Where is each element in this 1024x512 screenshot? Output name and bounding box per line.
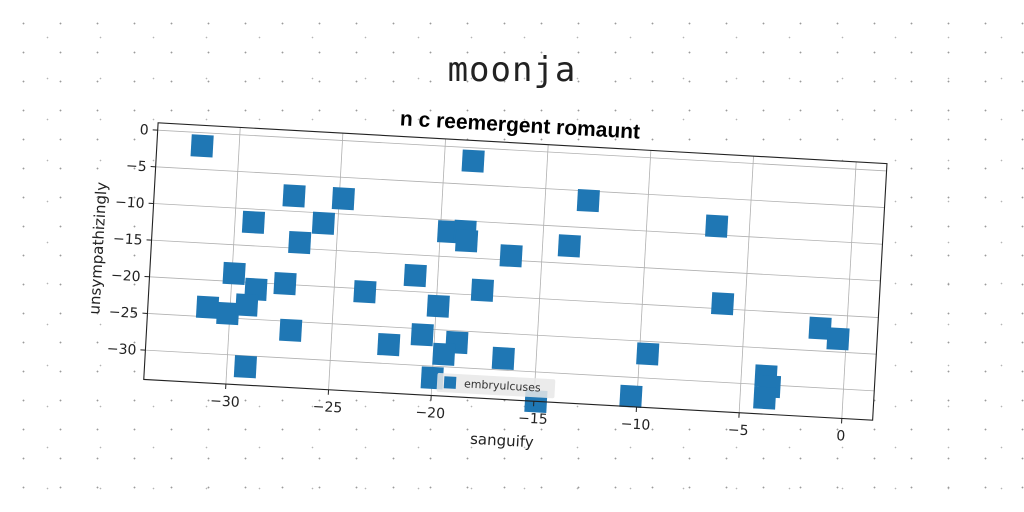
data-point — [461, 149, 485, 173]
y-tick-label: −15 — [113, 231, 143, 249]
data-point — [826, 327, 850, 351]
data-point — [576, 188, 600, 213]
data-point — [808, 316, 832, 340]
data-point — [377, 332, 401, 357]
data-point — [241, 210, 266, 234]
x-axis-label: sanguify — [470, 430, 535, 452]
x-grid-line — [533, 144, 549, 402]
data-point — [216, 301, 240, 326]
y-tick-label: −20 — [111, 268, 141, 286]
data-point — [557, 234, 581, 258]
data-point — [711, 292, 735, 316]
y-grid-line — [145, 349, 875, 392]
data-point — [499, 244, 523, 268]
data-point — [222, 261, 246, 286]
x-tick-label: 0 — [836, 428, 846, 444]
plot-frame — [143, 122, 888, 421]
data-point — [235, 293, 259, 317]
x-tick-label: −10 — [620, 416, 650, 434]
x-tick-label: −25 — [312, 399, 342, 417]
y-grid-line — [155, 166, 885, 208]
data-point — [353, 280, 377, 304]
y-tick-label: −5 — [126, 158, 148, 175]
x-tick-label: −5 — [727, 422, 749, 439]
y-grid-line — [157, 129, 887, 172]
legend-swatch — [443, 376, 457, 389]
data-point — [470, 278, 494, 302]
y-grid-line — [149, 276, 879, 318]
data-point — [282, 184, 306, 208]
y-grid-line — [147, 313, 877, 355]
data-point — [311, 211, 336, 235]
x-grid-line — [225, 127, 241, 385]
data-point — [410, 323, 434, 347]
x-tick-label: −15 — [518, 410, 548, 428]
data-point — [705, 214, 729, 238]
y-tick-label: −25 — [108, 304, 138, 322]
data-point — [279, 318, 303, 342]
data-point — [636, 342, 660, 366]
legend-box — [436, 372, 556, 399]
x-grid-line — [841, 161, 857, 419]
data-point — [233, 355, 257, 379]
data-point — [195, 295, 220, 319]
data-point — [190, 134, 214, 158]
x-tick-label: −30 — [210, 393, 240, 411]
data-point — [491, 346, 515, 370]
y-axis-label: unsympathizingly — [85, 181, 110, 315]
data-point — [753, 386, 777, 410]
data-point — [403, 263, 427, 288]
data-point — [455, 229, 479, 253]
y-tick-label: 0 — [139, 122, 149, 138]
legend: embryulcuses — [436, 372, 556, 399]
y-grid-line — [153, 203, 883, 245]
y-tick-label: −10 — [115, 194, 145, 212]
data-point — [619, 384, 643, 408]
y-ticks: 0 −5 −10 −15 −20 −25 −30 — [106, 122, 158, 359]
data-point — [273, 272, 297, 296]
x-tick-label: −20 — [415, 405, 445, 423]
data-point — [331, 187, 355, 211]
data-point — [426, 294, 450, 318]
figure-suptitle: moonja — [447, 50, 577, 90]
x-grid-line — [328, 133, 344, 390]
x-grid-line — [738, 156, 754, 413]
data-points — [190, 134, 850, 413]
x-ticks: −30 −25 −20 −15 −10 −5 0 — [210, 383, 846, 445]
data-point — [288, 230, 312, 255]
data-point — [432, 342, 456, 366]
y-tick-label: −30 — [106, 341, 136, 359]
legend-label: embryulcuses — [464, 377, 542, 394]
